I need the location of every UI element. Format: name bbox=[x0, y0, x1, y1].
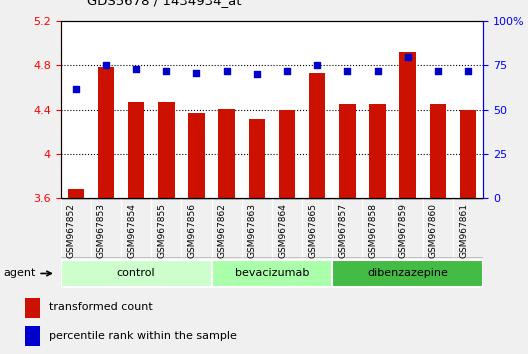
Bar bbox=[430, 104, 446, 198]
Text: GSM967856: GSM967856 bbox=[187, 203, 196, 258]
Bar bbox=[25, 326, 40, 346]
Bar bbox=[399, 52, 416, 198]
Point bbox=[252, 72, 261, 77]
Bar bbox=[332, 260, 483, 287]
Bar bbox=[25, 298, 40, 318]
Text: agent: agent bbox=[3, 268, 51, 279]
Text: percentile rank within the sample: percentile rank within the sample bbox=[49, 331, 237, 341]
Point bbox=[343, 68, 352, 74]
Bar bbox=[339, 104, 356, 198]
Bar bbox=[369, 104, 386, 198]
Bar bbox=[309, 73, 325, 198]
Text: GSM967854: GSM967854 bbox=[127, 203, 136, 258]
Point bbox=[283, 68, 291, 74]
Text: GSM967853: GSM967853 bbox=[97, 203, 106, 258]
Point bbox=[192, 70, 201, 75]
Text: GSM967861: GSM967861 bbox=[459, 203, 468, 258]
Bar bbox=[212, 260, 332, 287]
Text: GSM967862: GSM967862 bbox=[218, 203, 227, 258]
Text: GSM967857: GSM967857 bbox=[338, 203, 347, 258]
Bar bbox=[279, 110, 295, 198]
Bar bbox=[98, 67, 114, 198]
Point bbox=[403, 54, 412, 59]
Point bbox=[373, 68, 382, 74]
Text: GSM967858: GSM967858 bbox=[369, 203, 378, 258]
Bar bbox=[158, 102, 175, 198]
Point bbox=[72, 86, 80, 91]
Bar bbox=[128, 102, 145, 198]
Point bbox=[132, 66, 140, 72]
Text: GSM967863: GSM967863 bbox=[248, 203, 257, 258]
Point bbox=[162, 68, 171, 74]
Text: dibenzazepine: dibenzazepine bbox=[367, 268, 448, 279]
Point bbox=[433, 68, 442, 74]
Text: GSM967859: GSM967859 bbox=[399, 203, 408, 258]
Bar bbox=[249, 119, 265, 198]
Text: control: control bbox=[117, 268, 155, 279]
Point bbox=[222, 68, 231, 74]
Text: GSM967855: GSM967855 bbox=[157, 203, 166, 258]
Text: bevacizumab: bevacizumab bbox=[235, 268, 309, 279]
Text: GSM967860: GSM967860 bbox=[429, 203, 438, 258]
Point bbox=[464, 68, 472, 74]
Bar bbox=[61, 260, 212, 287]
Bar bbox=[219, 109, 235, 198]
Point bbox=[102, 63, 110, 68]
Bar bbox=[460, 110, 476, 198]
Text: GSM967852: GSM967852 bbox=[67, 203, 76, 258]
Point bbox=[313, 63, 322, 68]
Bar bbox=[188, 113, 205, 198]
Text: transformed count: transformed count bbox=[49, 302, 152, 312]
Bar bbox=[68, 189, 84, 198]
Text: GDS5678 / 1434934_at: GDS5678 / 1434934_at bbox=[87, 0, 242, 7]
Text: GSM967864: GSM967864 bbox=[278, 203, 287, 258]
Text: GSM967865: GSM967865 bbox=[308, 203, 317, 258]
